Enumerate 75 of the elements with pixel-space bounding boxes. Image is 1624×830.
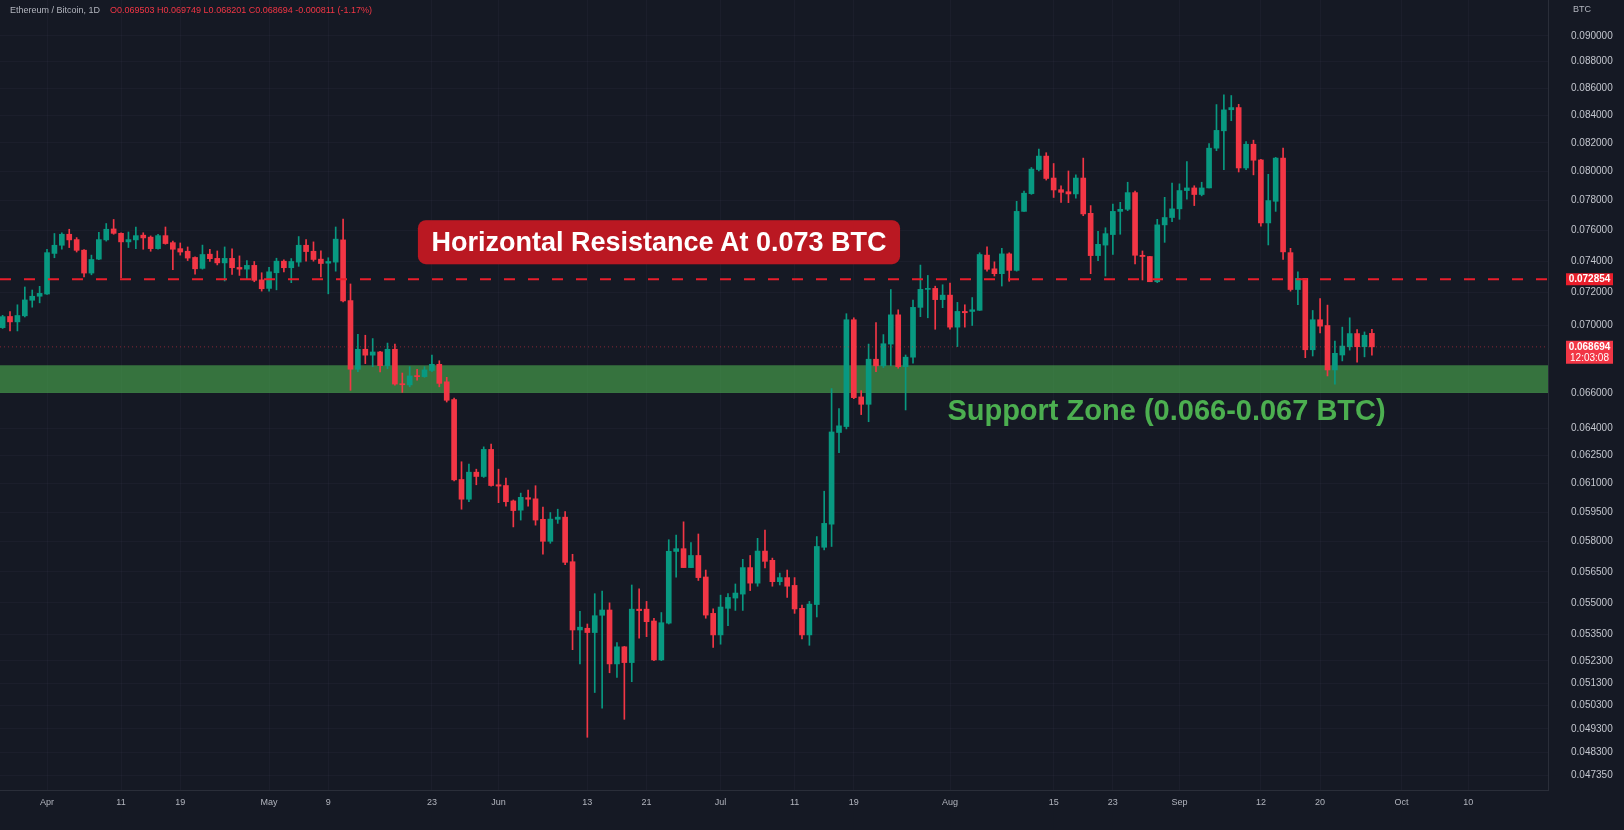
x-tick-label: 15 [1048,796,1059,807]
y-tick-label: 0.051300 [1571,676,1614,688]
y-tick-label: 0.050300 [1571,699,1614,711]
y-tick-label: 0.061000 [1571,477,1614,489]
y-tick-label: 0.070000 [1571,318,1614,330]
candlestick [318,250,324,278]
x-tick-label: 11 [789,796,800,807]
y-tick-label: 0.059500 [1571,506,1614,518]
y-tick-label: 0.088000 [1571,55,1614,67]
y-tick-label: 0.048300 [1571,746,1614,758]
y-tick-label: 0.062500 [1571,449,1614,461]
y-tick-label: 0.049300 [1571,722,1614,734]
y-tick-label: 0.052300 [1571,654,1614,666]
y-tick-label: 0.064000 [1571,422,1614,434]
candlestick [836,408,842,454]
x-tick-label: 13 [582,796,593,807]
candlestick [924,275,931,319]
candlestick [1058,185,1064,203]
candlestick [577,610,583,665]
y-tick-label: 0.078000 [1571,194,1614,206]
candlestick [362,334,369,364]
candlestick [414,368,420,381]
x-tick-label: 9 [325,796,331,807]
x-tick-label: 19 [175,796,186,807]
y-tick-label: 0.072000 [1571,286,1614,298]
candlestick [1169,182,1175,222]
candlestick [1317,298,1323,334]
y-tick-label: 0.053500 [1571,628,1614,640]
candlestick [554,508,561,524]
y-tick-label: 0.090000 [1571,29,1614,41]
x-tick-label: 12 [1255,796,1266,807]
candlestick [636,588,642,639]
y-tick-label: 0.074000 [1571,254,1614,266]
y-tick-label: 0.056500 [1571,565,1614,577]
text: 12:03:08 [1570,351,1610,363]
y-axis-title: BTC [1573,4,1592,15]
ref-line-label: Horizontal Resistance At 0.073 BTC [431,226,887,257]
y-tick-label: 0.076000 [1571,224,1614,236]
y-tick-label: 0.058000 [1571,535,1614,547]
text: 0.072854 [1568,272,1611,284]
y-tick-label: 0.066000 [1571,386,1614,398]
y-tick-label: 0.086000 [1571,81,1614,93]
x-tick-label: Sep [1171,796,1188,807]
candlestick [961,304,968,328]
x-tick-label: 11 [116,796,126,807]
candlestick [133,226,139,249]
x-tick-label: Jun [491,796,506,807]
x-tick-label: 23 [1107,796,1118,807]
candlestick [118,232,124,278]
text: Ethereum / Bitcoin, 1D [10,5,101,16]
x-tick-label: 21 [641,796,652,807]
x-tick-label: 10 [1463,796,1474,807]
candlestick [140,232,147,250]
candlestick [873,322,879,372]
candlestick [325,257,332,295]
y-tick-label: 0.047350 [1571,769,1614,781]
x-tick-label: 20 [1315,796,1326,807]
x-tick-label: Jul [714,796,727,807]
x-tick-label: Apr [40,796,55,807]
x-tick-label: 19 [848,796,859,807]
candlestick [969,297,976,326]
x-tick-label: Oct [1394,796,1409,807]
x-tick-label: May [260,796,279,807]
x-tick-label: 23 [426,796,437,807]
text: O0.069503 H0.069749 L0.068201 C0.068694 -0.000811 (-1.17%) [110,5,373,16]
y-tick-label: 0.084000 [1571,108,1614,120]
text: 0.068694 [1568,340,1611,352]
candlestick [525,489,531,507]
x-tick-label: Aug [942,796,959,807]
candlestick [1184,161,1190,200]
candlestick [1228,95,1235,122]
band-label: Support Zone (0.066-0.067 BTC) [947,393,1386,426]
y-tick-label: 0.080000 [1571,165,1614,177]
y-tick-label: 0.082000 [1571,136,1614,148]
y-tick-label: 0.055000 [1571,596,1614,608]
